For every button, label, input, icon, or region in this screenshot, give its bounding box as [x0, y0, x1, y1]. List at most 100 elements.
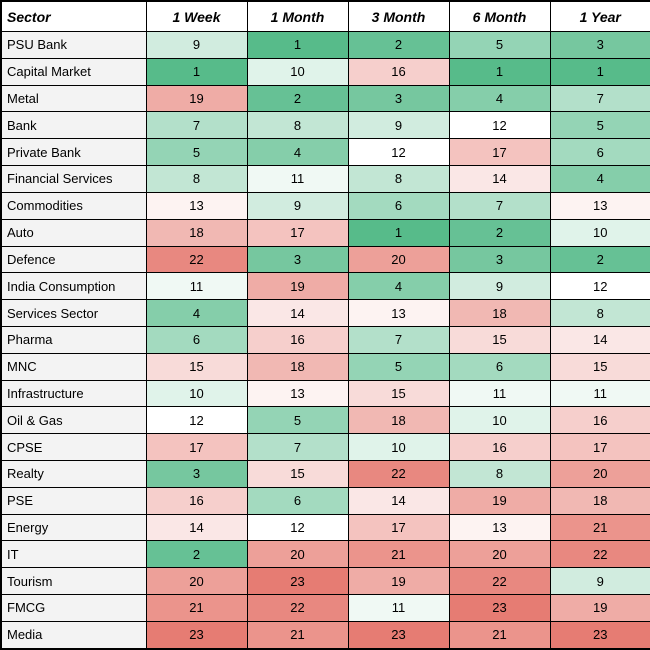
rank-cell: 4: [549, 165, 650, 193]
rank-cell: 16: [448, 433, 551, 461]
rank-cell: 19: [448, 486, 551, 515]
column-header-1-week: 1 Week: [145, 0, 248, 32]
rank-cell: 8: [347, 165, 450, 193]
column-header-6-month: 6 Month: [448, 0, 551, 32]
rank-cell: 22: [246, 594, 349, 622]
sector-cell: Auto: [0, 218, 147, 247]
rank-cell: 3: [246, 245, 349, 274]
rank-cell: 17: [549, 433, 650, 461]
table-row: Capital Market 1 10 16 1 1: [0, 57, 650, 86]
rank-cell: 2: [246, 84, 349, 113]
sector-cell: Realty: [0, 460, 147, 488]
rank-cell: 2: [448, 218, 551, 247]
rank-cell: 18: [448, 299, 551, 327]
sector-cell: IT: [0, 540, 147, 569]
rank-cell: 6: [549, 138, 650, 167]
rank-cell: 16: [145, 486, 248, 515]
rank-cell: 11: [145, 272, 248, 301]
rank-cell: 19: [145, 84, 248, 113]
column-header-1-year: 1 Year: [549, 0, 650, 32]
rank-cell: 3: [145, 460, 248, 488]
rank-cell: 10: [448, 406, 551, 435]
rank-cell: 7: [145, 111, 248, 140]
table-row: Auto 18 17 1 2 10: [0, 218, 650, 247]
rank-cell: 8: [448, 460, 551, 488]
table-body: PSU Bank 9 1 2 5 3 Capital Market 1 10 16 1 1 Metal 1…: [0, 31, 650, 650]
rank-cell: 16: [549, 406, 650, 435]
table-row: Media 23 21 23 21 23: [0, 620, 650, 650]
rank-cell: 2: [145, 540, 248, 569]
rank-cell: 22: [347, 460, 450, 488]
rank-cell: 5: [246, 406, 349, 435]
table-row: CPSE 17 7 10 16 17: [0, 433, 650, 461]
sector-cell: Energy: [0, 513, 147, 542]
rank-cell: 5: [347, 352, 450, 381]
rank-cell: 18: [246, 352, 349, 381]
rank-cell: 22: [145, 245, 248, 274]
sector-cell: Pharma: [0, 325, 147, 354]
rank-cell: 6: [246, 486, 349, 515]
rank-cell: 23: [448, 594, 551, 622]
table-row: India Consumption 11 19 4 9 12: [0, 272, 650, 301]
header-row: Sector 1 Week 1 Month 3 Month 6 Month 1 …: [0, 0, 650, 32]
sector-cell: Metal: [0, 84, 147, 113]
rank-cell: 3: [347, 84, 450, 113]
rank-cell: 14: [246, 299, 349, 327]
rank-cell: 2: [549, 245, 650, 274]
rank-cell: 10: [246, 57, 349, 86]
rank-cell: 11: [246, 165, 349, 193]
rank-cell: 7: [549, 84, 650, 113]
sector-cell: MNC: [0, 352, 147, 381]
rank-cell: 19: [246, 272, 349, 301]
column-header-1-month: 1 Month: [246, 0, 349, 32]
rank-cell: 13: [347, 299, 450, 327]
rank-cell: 18: [549, 486, 650, 515]
rank-cell: 7: [246, 433, 349, 461]
table-row: Defence 22 3 20 3 2: [0, 245, 650, 274]
sector-cell: Financial Services: [0, 165, 147, 193]
rank-cell: 20: [549, 460, 650, 488]
rank-cell: 22: [448, 567, 551, 596]
rank-cell: 15: [549, 352, 650, 381]
rank-cell: 19: [347, 567, 450, 596]
rank-cell: 17: [246, 218, 349, 247]
rank-cell: 23: [145, 620, 248, 650]
rank-cell: 21: [347, 540, 450, 569]
sector-cell: Services Sector: [0, 299, 147, 327]
rank-cell: 21: [448, 620, 551, 650]
table-row: Realty 3 15 22 8 20: [0, 460, 650, 488]
rank-cell: 20: [145, 567, 248, 596]
sector-cell: PSE: [0, 486, 147, 515]
rank-cell: 12: [448, 111, 551, 140]
sector-cell: Tourism: [0, 567, 147, 596]
rank-cell: 1: [145, 57, 248, 86]
sector-cell: Infrastructure: [0, 379, 147, 408]
rank-cell: 5: [549, 111, 650, 140]
rank-cell: 4: [145, 299, 248, 327]
rank-cell: 16: [347, 57, 450, 86]
rank-cell: 1: [347, 218, 450, 247]
rank-cell: 18: [347, 406, 450, 435]
rank-cell: 16: [246, 325, 349, 354]
rank-cell: 13: [448, 513, 551, 542]
rank-cell: 5: [448, 31, 551, 59]
rank-cell: 17: [145, 433, 248, 461]
sector-cell: PSU Bank: [0, 31, 147, 59]
rank-cell: 21: [246, 620, 349, 650]
rank-cell: 4: [347, 272, 450, 301]
table-row: Financial Services 8 11 8 14 4: [0, 165, 650, 193]
table-row: Energy 14 12 17 13 21: [0, 513, 650, 542]
table-row: PSE 16 6 14 19 18: [0, 486, 650, 515]
table-row: PSU Bank 9 1 2 5 3: [0, 31, 650, 59]
rank-cell: 10: [347, 433, 450, 461]
rank-cell: 23: [246, 567, 349, 596]
rank-cell: 17: [448, 138, 551, 167]
column-header-3-month: 3 Month: [347, 0, 450, 32]
table-row: Bank 7 8 9 12 5: [0, 111, 650, 140]
rank-cell: 11: [549, 379, 650, 408]
rank-cell: 14: [347, 486, 450, 515]
rank-cell: 6: [448, 352, 551, 381]
table-row: MNC 15 18 5 6 15: [0, 352, 650, 381]
rank-cell: 9: [549, 567, 650, 596]
